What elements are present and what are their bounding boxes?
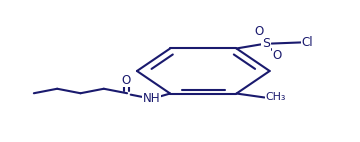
Text: O: O — [121, 74, 131, 87]
Text: S: S — [262, 37, 270, 50]
Text: O: O — [272, 49, 281, 62]
Text: O: O — [255, 25, 264, 38]
Text: CH₃: CH₃ — [266, 92, 286, 103]
Text: NH: NH — [143, 92, 160, 105]
Text: Cl: Cl — [302, 36, 313, 49]
